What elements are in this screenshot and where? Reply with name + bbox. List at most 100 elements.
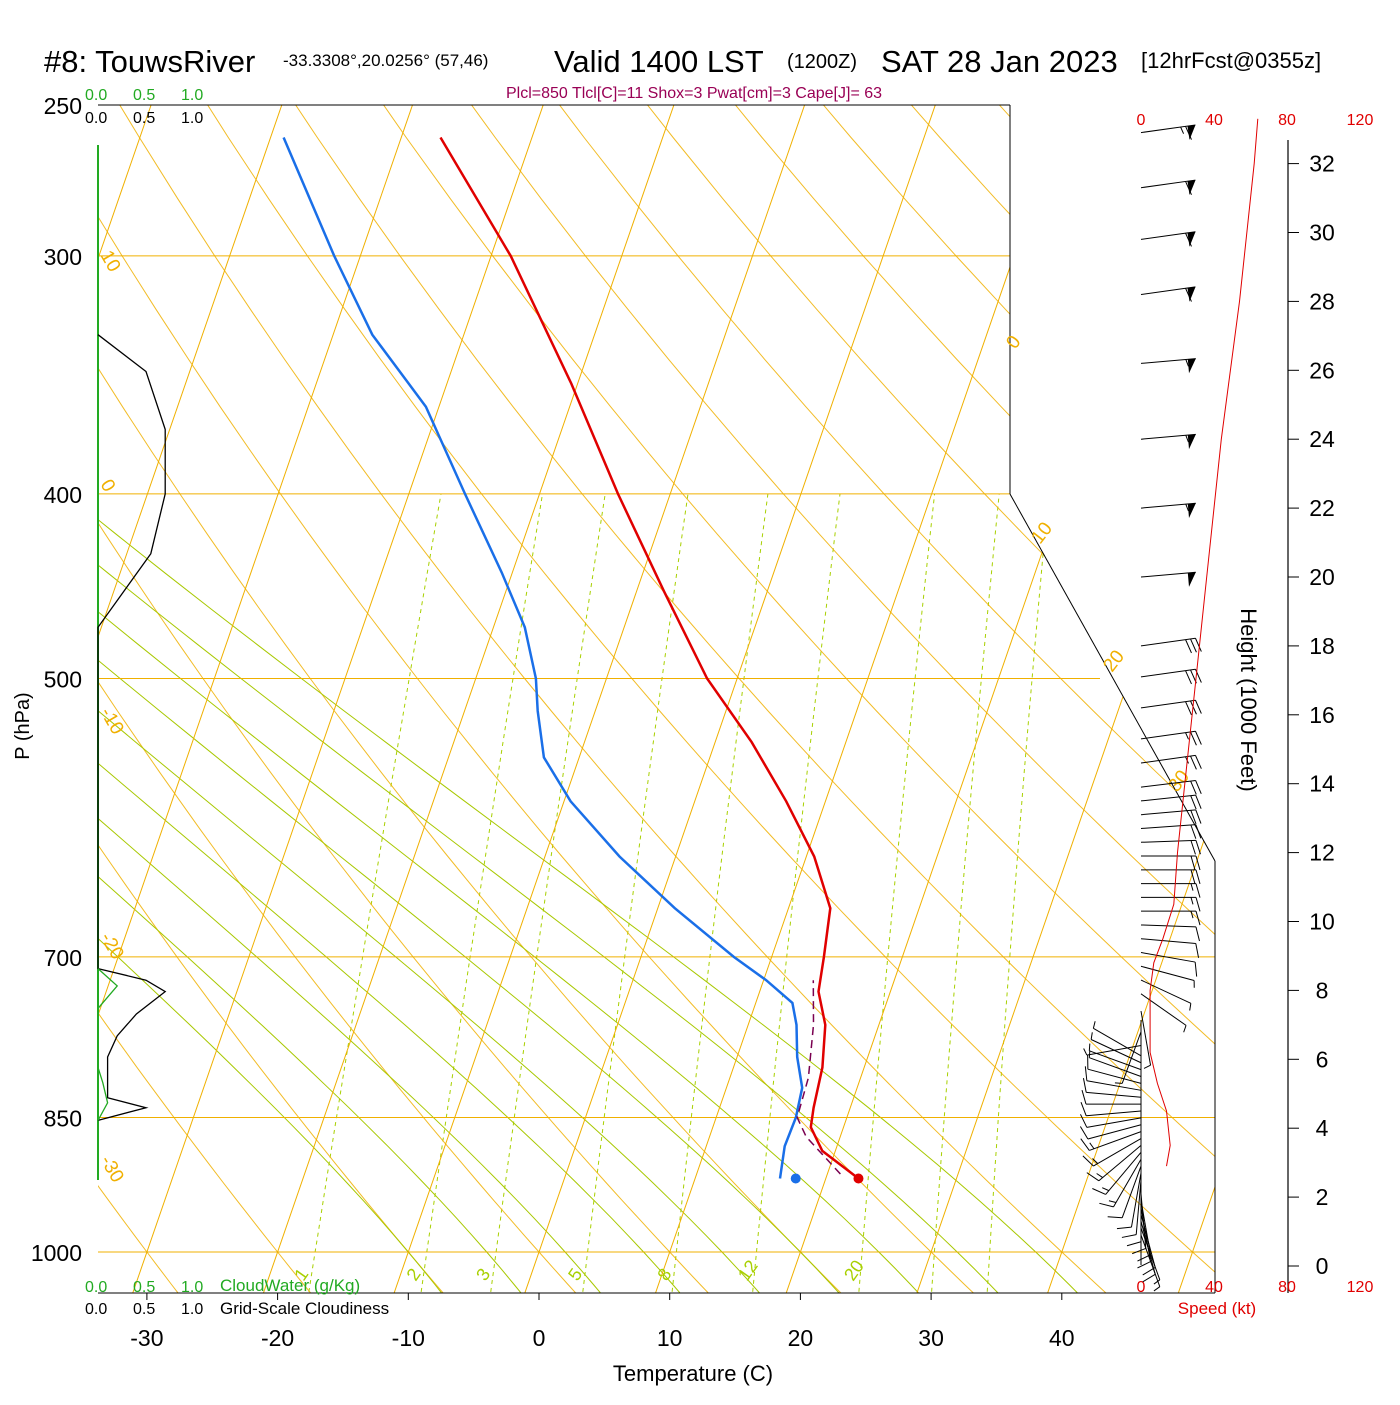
dry-adiabat-line (186, 71, 1264, 1316)
dry-adiabat-line (0, 71, 596, 1316)
moist-adiabat-line (0, 71, 619, 1316)
speed-tick-top: 80 (1278, 112, 1296, 129)
barb-flag (1195, 755, 1201, 768)
wind-barb (1141, 125, 1196, 140)
isotherm-label: 10 (96, 247, 125, 276)
barb-flag (1080, 1127, 1087, 1139)
wind-barb (1141, 980, 1191, 1010)
cw-tick-top: 0.0 (85, 87, 107, 104)
isotherm-label: -20 (96, 929, 128, 963)
barb-flag (1092, 1189, 1105, 1195)
barb-flag (1081, 1102, 1086, 1116)
mixing-ratio-label: 12 (734, 1256, 762, 1284)
zulu-time: (1200Z) (787, 51, 857, 73)
wind-barb (1141, 856, 1200, 870)
mixing-ratio-line (488, 494, 606, 1316)
barb-flag (1195, 962, 1197, 976)
isotherm-line (386, 71, 816, 1315)
wind-barb (1092, 1152, 1141, 1194)
pressure-tick-label: 700 (44, 945, 82, 971)
isotherm-line (778, 71, 1208, 1315)
wind-barb (1141, 966, 1194, 988)
height-tick-label: 6 (1316, 1046, 1329, 1072)
barb-flag (1191, 639, 1197, 652)
wind-barb (1141, 572, 1196, 587)
isotherm-label: -10 (96, 704, 128, 738)
pressure-tick-label: 400 (44, 482, 82, 508)
surface-dewpoint-dot (791, 1174, 801, 1184)
barb-flag (1196, 810, 1201, 824)
barb-half-flag (1102, 1188, 1109, 1191)
barb-staff (1086, 1111, 1141, 1116)
height-tick-label: 24 (1309, 426, 1335, 452)
wind-barb (1081, 1132, 1141, 1151)
station-title: #8: TouwsRiver (44, 44, 255, 79)
barb-staff (1141, 925, 1196, 927)
barb-flag (1186, 702, 1192, 715)
cl-tick-top: 0.5 (133, 110, 155, 127)
isotherm-line (1170, 71, 1400, 1315)
barb-flag (1191, 841, 1195, 855)
x-tick-label: 40 (1049, 1325, 1075, 1351)
speed-axis-label: Speed (kt) (1178, 1299, 1256, 1318)
speed-tick-top: 0 (1137, 112, 1146, 129)
barb-staff (1089, 1132, 1141, 1151)
barb-staff (1141, 825, 1196, 829)
isotherm-line (125, 71, 555, 1315)
barb-staff (1088, 1125, 1141, 1139)
barb-staff (1141, 795, 1196, 801)
barb-flag (1195, 700, 1201, 713)
barb-half-flag (1093, 1021, 1095, 1028)
mixing-ratio-label: 5 (564, 1265, 586, 1285)
x-tick-label: 30 (918, 1325, 944, 1351)
barb-staff (1087, 1081, 1141, 1091)
dry-adiabat-line (534, 71, 1400, 1316)
barb-half-flag (1084, 1049, 1087, 1056)
mixing-ratio-line (418, 494, 543, 1316)
barb-half-flag (1089, 1044, 1090, 1051)
barb-half-flag (1154, 1287, 1160, 1291)
cl-tick-top: 1.0 (181, 110, 203, 127)
barb-half-flag (1191, 897, 1193, 904)
cw-tick-top: 1.0 (181, 87, 203, 104)
wind-barb (1080, 1114, 1141, 1127)
wind-barb (1141, 897, 1200, 911)
x-axis-title: Temperature (C) (613, 1361, 773, 1386)
barb-flag (1081, 1139, 1090, 1151)
moist-adiabat-line (0, 71, 939, 1316)
wind-barb (1141, 953, 1197, 977)
valid-date: SAT 28 Jan 2023 (881, 44, 1118, 79)
x-tick-label: -30 (130, 1325, 163, 1351)
speed-tick-top: 120 (1347, 112, 1374, 129)
valid-time: Valid 1400 LST (554, 44, 764, 79)
wind-barb (1141, 939, 1199, 958)
barb-half-flag (1186, 733, 1189, 740)
barb-flag (1191, 796, 1196, 810)
barb-flag (1191, 756, 1197, 769)
y-axis-title: P (hPa) (12, 692, 34, 759)
pressure-tick-label: 300 (44, 244, 82, 270)
wind-barb (1141, 287, 1196, 302)
dry-adiabat-line (1056, 71, 1400, 1316)
barb-staff (1088, 1069, 1141, 1083)
barb-half-flag (1090, 1143, 1094, 1149)
barb-flag (1137, 1255, 1150, 1261)
mixing-ratio-line (986, 494, 1049, 1316)
cloud-panel-bottom-ticks: 0.0 0.5 1.0 CloudWater (g/Kg) 0.0 0.5 1.… (85, 1276, 389, 1318)
isotherm-label: 10 (1027, 518, 1057, 548)
barb-flag (1127, 1242, 1141, 1246)
barb-flag (1196, 927, 1200, 941)
speed-tick-bottom: 40 (1205, 1279, 1223, 1296)
cw-tick-bottom: 0.5 (133, 1279, 155, 1296)
barb-flag (1117, 1227, 1131, 1229)
barb-half-flag (1181, 127, 1184, 134)
wind-barb (1141, 884, 1200, 898)
cw-tick-bottom: 0.0 (85, 1279, 107, 1296)
height-tick-label: 20 (1309, 564, 1335, 590)
pressure-tick-label: 850 (44, 1106, 82, 1132)
barb-flag (1083, 1156, 1093, 1166)
wind-barb (1082, 1090, 1141, 1104)
height-tick-label: 18 (1309, 633, 1335, 659)
